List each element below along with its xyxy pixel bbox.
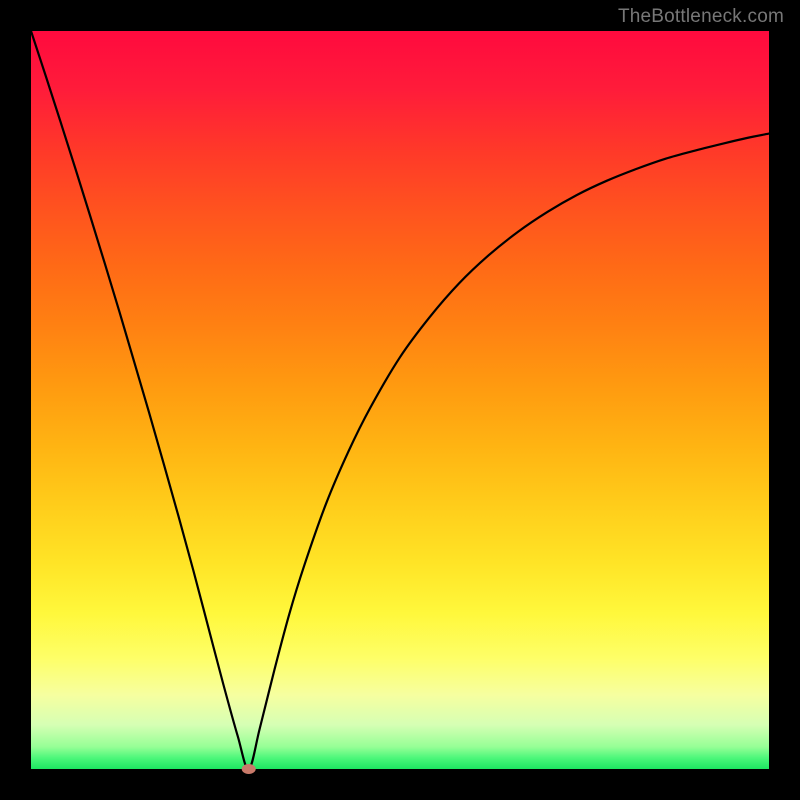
plot-gradient-background <box>31 31 769 769</box>
chart-container: TheBottleneck.com <box>0 0 800 800</box>
minimum-marker <box>242 764 256 774</box>
bottleneck-chart <box>0 0 800 800</box>
